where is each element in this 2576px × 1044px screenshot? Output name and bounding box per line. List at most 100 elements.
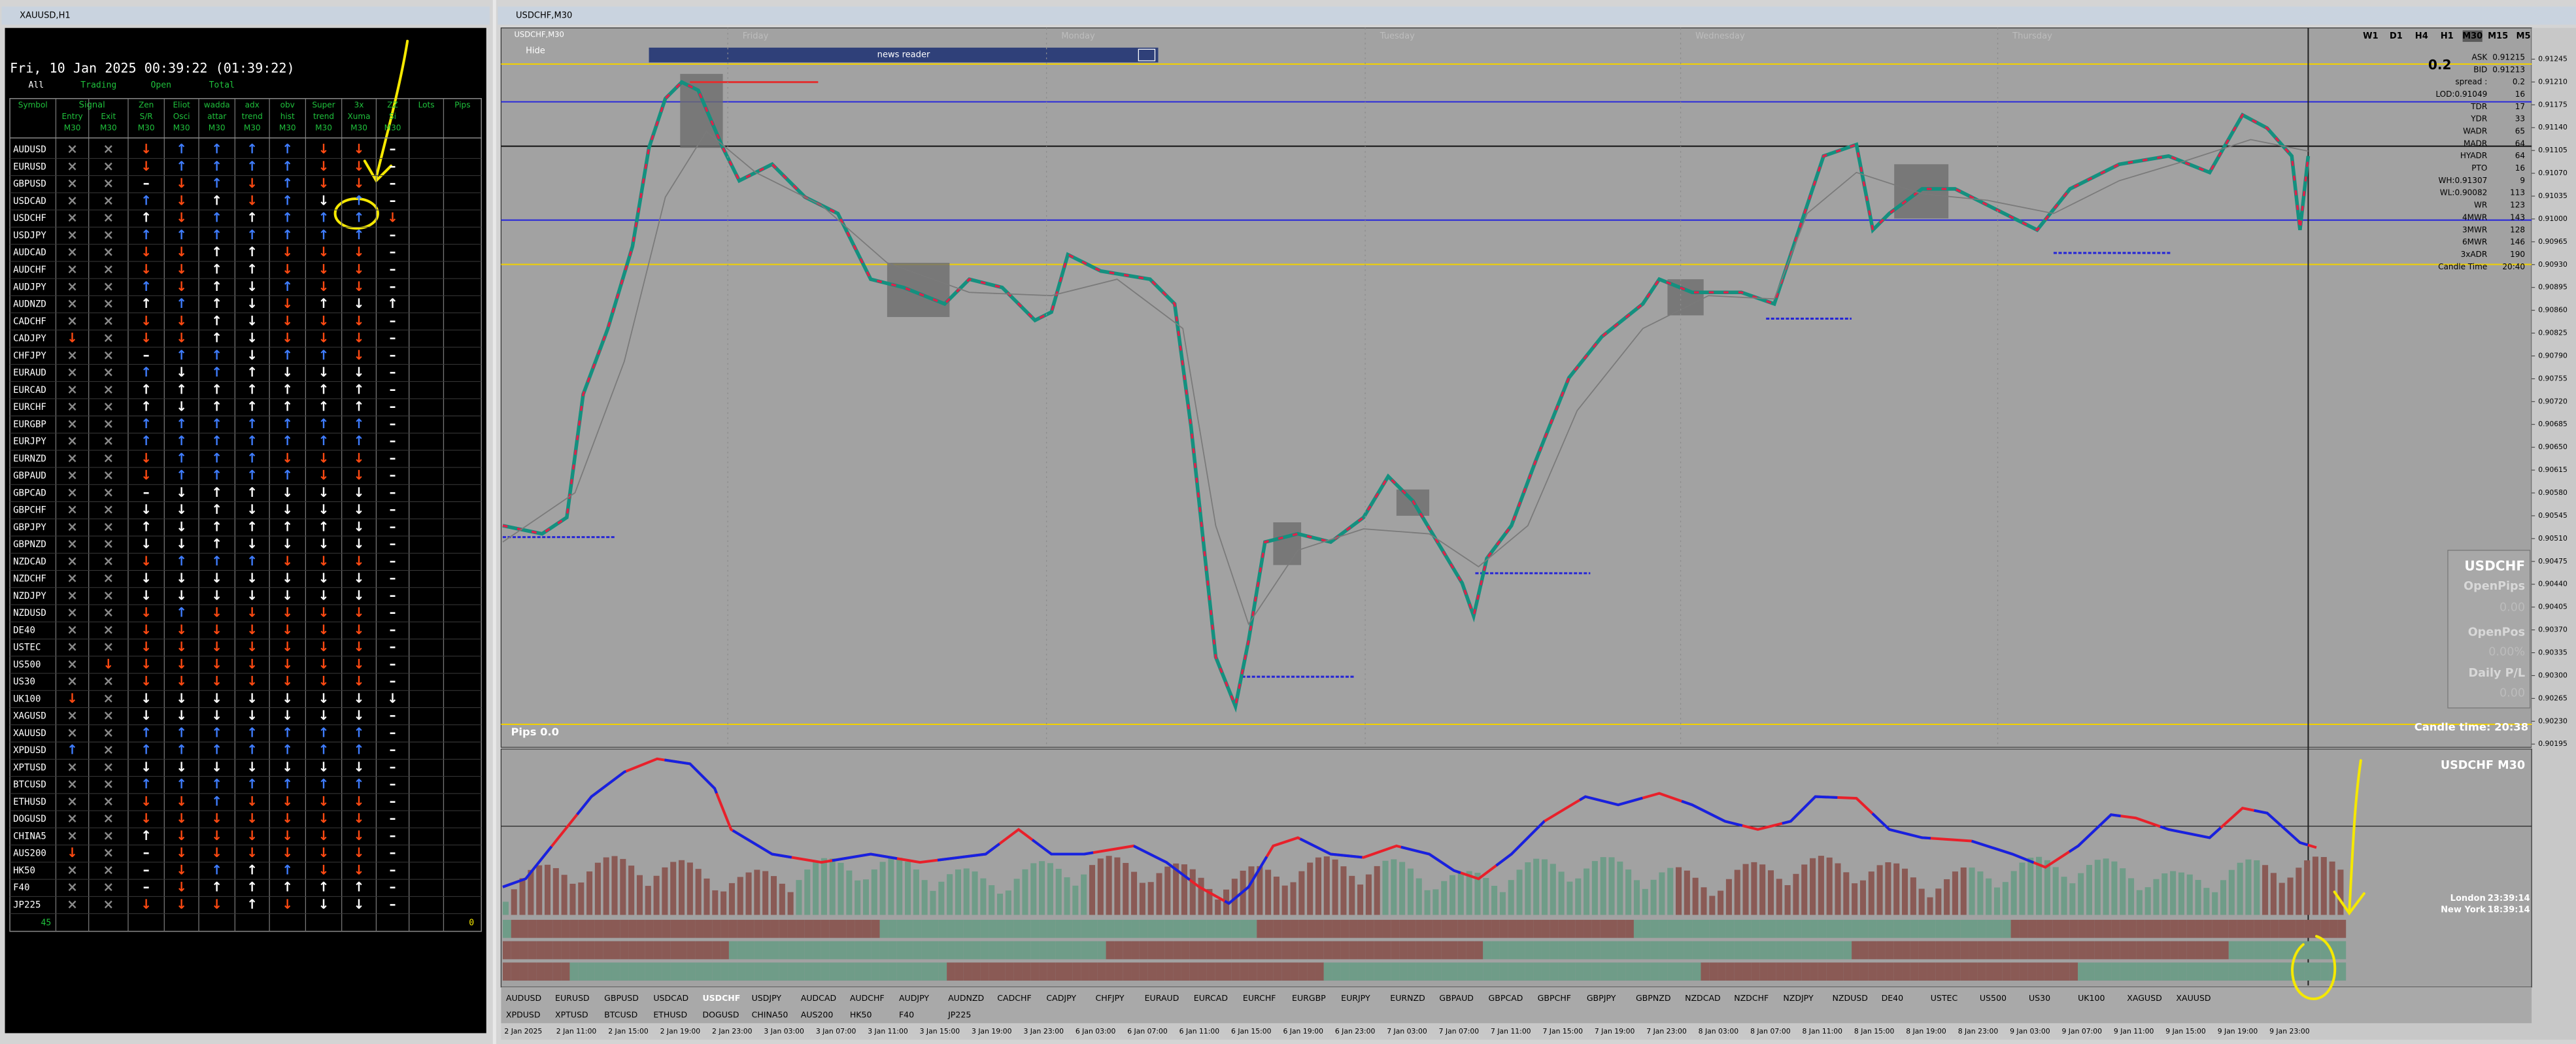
symbol-tab[interactable]: US500	[1980, 993, 2007, 1003]
symbol-tab[interactable]: USDCHF	[702, 993, 740, 1003]
symbol[interactable]: USDCHF	[13, 213, 46, 224]
symbol-tab[interactable]: XAGUSD	[2127, 993, 2162, 1003]
symbol-tab[interactable]: JP225	[947, 1009, 971, 1019]
symbol[interactable]: CHFJPY	[13, 350, 46, 361]
symbol-select[interactable]: USDCHF,M30	[514, 29, 564, 39]
news-close[interactable]	[1138, 48, 1156, 61]
symbol[interactable]: AUDNZD	[13, 299, 46, 310]
symbol-tab[interactable]: EURUSD	[555, 993, 590, 1003]
symbol[interactable]: XPDUSD	[13, 745, 46, 756]
symbol-tab[interactable]: AUS200	[801, 1009, 834, 1019]
filter-tab[interactable]: Total	[209, 80, 235, 90]
symbol-tab[interactable]: DOGUSD	[702, 1009, 739, 1019]
symbol-tab[interactable]: EURNZD	[1390, 993, 1425, 1003]
symbol[interactable]: GBPCHF	[13, 505, 46, 516]
symbol[interactable]: EURNZD	[13, 454, 46, 464]
symbol-tab[interactable]: NZDJPY	[1783, 993, 1814, 1003]
symbol[interactable]: AUDCAD	[13, 248, 46, 258]
symbol[interactable]: US30	[13, 677, 35, 687]
symbol-tab[interactable]: AUDNZD	[948, 993, 984, 1003]
symbol-tab[interactable]: EURCAD	[1194, 993, 1228, 1003]
symbol-tab[interactable]: GBPUSD	[604, 993, 639, 1003]
symbol-tab[interactable]: GBPCHF	[1538, 993, 1571, 1003]
symbol-tab[interactable]: NZDCHF	[1734, 993, 1769, 1003]
symbol[interactable]: XAGUSD	[13, 711, 46, 722]
symbol[interactable]: DE40	[13, 625, 35, 635]
symbol[interactable]: GBPJPY	[13, 522, 46, 533]
symbol[interactable]: AUS200	[13, 849, 46, 859]
symbol-tab[interactable]: AUDUSD	[506, 993, 541, 1003]
symbol-tab[interactable]: EURJPY	[1341, 993, 1370, 1003]
symbol[interactable]: NZDUSD	[13, 608, 46, 618]
symbol[interactable]: EURUSD	[13, 161, 46, 172]
symbol-tab[interactable]: USDCAD	[653, 993, 688, 1003]
symbol[interactable]: EURCHF	[13, 402, 46, 413]
symbol-tab[interactable]: CADJPY	[1046, 993, 1076, 1003]
symbol-tab[interactable]: NZDCAD	[1685, 993, 1721, 1003]
symbol-tab[interactable]: AUDJPY	[899, 993, 929, 1003]
symbol[interactable]: USDCAD	[13, 196, 46, 207]
filter-tab[interactable]: All	[28, 80, 44, 90]
symbol[interactable]: EURAUD	[13, 368, 46, 379]
symbol[interactable]: GBPNZD	[13, 539, 46, 550]
symbol[interactable]: XPTUSD	[13, 762, 46, 773]
symbol[interactable]: AUDUSD	[13, 144, 46, 155]
symbol-tab[interactable]: USDJPY	[752, 993, 782, 1003]
symbol-tab[interactable]: EURCHF	[1243, 993, 1276, 1003]
symbol-tab[interactable]: AUDCAD	[801, 993, 836, 1003]
symbol-tab[interactable]: DE40	[1882, 993, 1904, 1003]
symbol[interactable]: JP225	[13, 900, 41, 910]
symbol[interactable]: USTEC	[13, 643, 41, 653]
symbol-tab[interactable]: BTCUSD	[604, 1009, 637, 1019]
symbol[interactable]: CADCHF	[13, 316, 46, 327]
symbol[interactable]: ETHUSD	[13, 797, 46, 807]
symbol[interactable]: AUDJPY	[13, 282, 46, 292]
symbol-tab[interactable]: US30	[2029, 993, 2050, 1003]
timeframe-button[interactable]: W1	[2363, 31, 2378, 41]
symbol[interactable]: AUDCHF	[13, 265, 46, 275]
symbol[interactable]: EURGBP	[13, 419, 46, 429]
symbol[interactable]: GBPCAD	[13, 488, 46, 498]
symbol[interactable]: EURCAD	[13, 385, 46, 396]
symbol-tab[interactable]: NZDUSD	[1832, 993, 1867, 1003]
symbol[interactable]: XAUUSD	[13, 728, 46, 739]
symbol[interactable]: USDJPY	[13, 230, 46, 241]
symbol-tab[interactable]: HK50	[850, 1009, 872, 1019]
symbol[interactable]: UK100	[13, 694, 41, 704]
symbol-tab[interactable]: XAUUSD	[2176, 993, 2211, 1003]
timeframe-button[interactable]: M15	[2488, 31, 2508, 41]
symbol-tab[interactable]: AUDCHF	[850, 993, 885, 1003]
timeframe-button[interactable]: M30	[2462, 31, 2483, 41]
symbol[interactable]: GBPAUD	[13, 471, 46, 481]
timeframe-button[interactable]: M5	[2517, 31, 2531, 41]
symbol-tab[interactable]: GBPNZD	[1636, 993, 1671, 1003]
symbol-tab[interactable]: EURGBP	[1292, 993, 1326, 1003]
symbol-tab[interactable]: USTEC	[1931, 993, 1958, 1003]
symbol-tab[interactable]: CHINA50	[752, 1009, 788, 1019]
symbol-tab[interactable]: GBPCAD	[1489, 993, 1523, 1003]
symbol-tab[interactable]: XPTUSD	[555, 1009, 588, 1019]
filter-tab[interactable]: Open	[151, 80, 171, 90]
symbol-tab[interactable]: CADCHF	[997, 993, 1031, 1003]
news-reader[interactable]: news reader	[877, 50, 930, 60]
symbol-tab[interactable]: UK100	[2078, 993, 2105, 1003]
symbol-tab[interactable]: CHFJPY	[1096, 993, 1125, 1003]
symbol[interactable]: BTCUSD	[13, 780, 46, 790]
timeframe-button[interactable]: D1	[2390, 31, 2403, 41]
symbol[interactable]: NZDJPY	[13, 591, 46, 601]
symbol[interactable]: NZDCHF	[13, 574, 46, 584]
symbol[interactable]: GBPUSD	[13, 179, 46, 190]
symbol-tab[interactable]: GBPJPY	[1587, 993, 1616, 1003]
symbol-tab[interactable]: EURAUD	[1145, 993, 1179, 1003]
hide-button[interactable]: Hide	[526, 46, 545, 56]
timeframe-button[interactable]: H1	[2441, 31, 2454, 41]
symbol[interactable]: F40	[13, 883, 29, 893]
symbol[interactable]: CADJPY	[13, 333, 46, 344]
symbol[interactable]: NZDCAD	[13, 556, 46, 567]
symbol[interactable]: CHINA5	[13, 831, 46, 841]
filter-tab[interactable]: Trading	[80, 80, 116, 90]
symbol[interactable]: HK50	[13, 866, 35, 876]
symbol[interactable]: EURJPY	[13, 437, 46, 447]
timeframe-button[interactable]: H4	[2415, 31, 2428, 41]
symbol-tab[interactable]: XPDUSD	[506, 1009, 541, 1019]
